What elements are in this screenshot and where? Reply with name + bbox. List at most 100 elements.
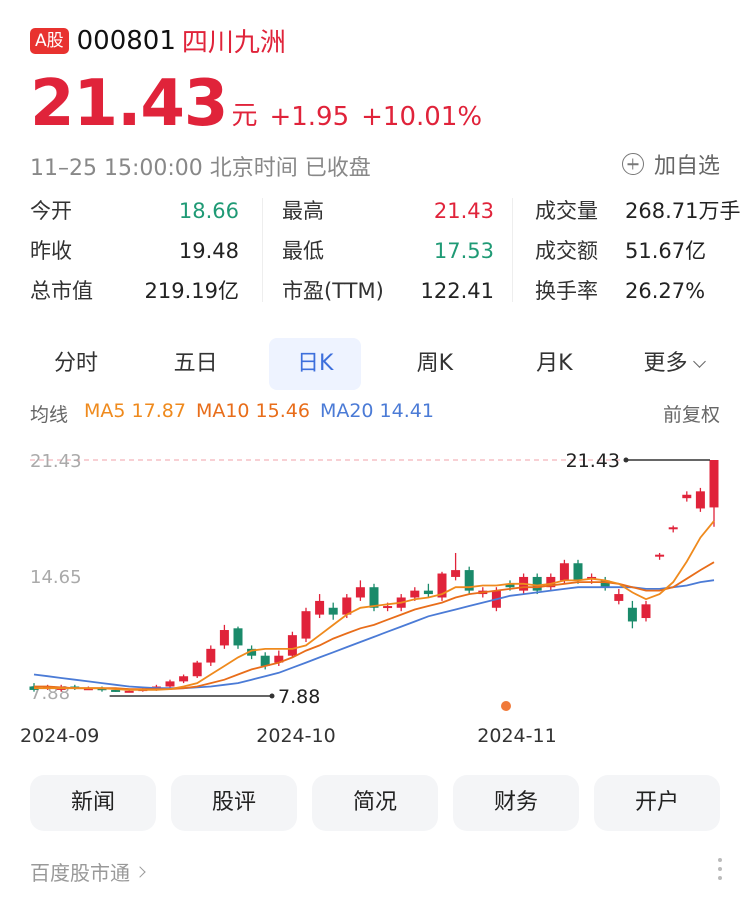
candle-body: [124, 690, 134, 693]
add-watchlist-button[interactable]: 加自选: [621, 148, 720, 180]
stat-item: 最高 21.43: [282, 196, 494, 226]
divider: [262, 198, 263, 302]
stat-value: 122.41: [420, 279, 494, 303]
footer-link[interactable]: 百度股市通: [30, 857, 146, 886]
candle-body: [600, 580, 610, 588]
footer-text: 百度股市通: [30, 861, 130, 885]
ma20-line: [33, 579, 715, 690]
candle-body: [192, 662, 202, 677]
candle-body: [165, 681, 175, 687]
candle-body: [342, 597, 352, 615]
candle-body: [695, 491, 705, 509]
candle-body: [111, 689, 121, 692]
stat-item: 换手率 26.27%: [535, 276, 745, 306]
nav-button-1[interactable]: 股评: [171, 775, 297, 831]
tab-3[interactable]: 周K: [416, 351, 453, 376]
candle-body: [97, 688, 107, 691]
candle-body: [451, 570, 461, 577]
candle-body: [532, 576, 542, 591]
more-icon[interactable]: [718, 858, 722, 882]
stat-value: 17.53: [433, 239, 494, 263]
candle-body: [233, 628, 243, 646]
candle-body: [355, 587, 365, 598]
stat-value: 26.27%: [625, 279, 706, 303]
tab-1[interactable]: 五日: [173, 351, 218, 376]
action-buttons: 新闻 股评 简况 财务 开户: [30, 775, 720, 831]
ma20-value: MA20 14.41: [319, 400, 434, 422]
stat-label: 最高: [282, 199, 324, 223]
candle-body: [179, 676, 189, 682]
nav-button-2[interactable]: 简况: [312, 775, 438, 831]
candle-body: [410, 590, 420, 598]
add-watchlist-label: 加自选: [653, 154, 720, 179]
candle-body: [559, 563, 569, 581]
candle-body: [328, 607, 338, 615]
stat-value: 268.71万手: [625, 199, 741, 223]
chevron-right-icon: [134, 865, 146, 878]
ma5-line: [34, 520, 715, 691]
candle-body: [641, 604, 651, 619]
candle-body: [464, 570, 474, 591]
nav-button-3[interactable]: 财务: [453, 775, 579, 831]
current-price: 21.43: [30, 67, 228, 141]
stock-code: 000801: [76, 25, 176, 56]
stat-label: 成交额: [535, 239, 598, 263]
low-marker-dot: [269, 693, 275, 699]
x-tick-label: 2024-11: [477, 725, 556, 747]
ma5-value: MA5 17.87: [84, 400, 186, 422]
stock-name: 四川九洲: [181, 28, 286, 58]
candle-body: [260, 655, 270, 666]
price-unit: 元: [231, 101, 258, 131]
event-dot: [501, 701, 511, 711]
candle-body: [274, 655, 284, 663]
candle-body: [655, 554, 665, 557]
candle-body: [206, 648, 216, 663]
stat-item: 总市值 219.19亿: [30, 276, 239, 306]
stat-value: 51.67亿: [625, 239, 707, 263]
ma10-value: MA10 15.46: [195, 400, 310, 422]
tab-4[interactable]: 月K: [536, 351, 573, 376]
stat-label: 市盈(TTM): [282, 279, 384, 303]
y-tick-label: 21.43: [30, 451, 82, 472]
tab-2[interactable]: 日K: [269, 338, 362, 390]
stat-item: 市盈(TTM) 122.41: [282, 276, 494, 306]
stat-label: 最低: [282, 239, 324, 263]
chevron-down-icon: [693, 355, 707, 368]
stat-label: 昨收: [30, 239, 72, 263]
candle-body: [709, 460, 719, 508]
y-tick-label: 14.65: [30, 567, 82, 588]
tab-0[interactable]: 分时: [53, 351, 98, 376]
price-change-pct: +10.01%: [361, 102, 483, 132]
candle-body: [437, 573, 447, 598]
x-tick-label: 2024-10: [256, 725, 335, 747]
adjust-mode-toggle[interactable]: 前复权: [662, 404, 720, 426]
divider: [512, 198, 513, 302]
market-badge: A股: [30, 27, 69, 54]
candle-body: [315, 600, 325, 615]
candle-body: [369, 587, 379, 608]
candle-body: [287, 635, 297, 656]
candle-body: [219, 630, 229, 646]
stat-item: 今开 18.66: [30, 196, 239, 226]
candle-body: [83, 688, 93, 691]
price-change: +1.95: [269, 102, 350, 132]
candle-body: [614, 594, 624, 601]
quote-row: 21.43 元 +1.95 +10.01%: [30, 72, 482, 136]
stat-value: 219.19亿: [144, 279, 239, 303]
stat-item: 成交量 268.71万手: [535, 196, 745, 226]
nav-button-4[interactable]: 开户: [594, 775, 720, 831]
stock-header: A股 000801 四川九洲: [30, 22, 286, 59]
stat-item: 昨收 19.48: [30, 236, 239, 266]
candle-body: [546, 576, 556, 588]
candle-body: [573, 563, 583, 581]
tab-5[interactable]: 更多: [628, 338, 720, 390]
stat-value: 21.43: [433, 199, 494, 223]
nav-button-0[interactable]: 新闻: [30, 775, 156, 831]
high-marker-label: 21.43: [566, 450, 620, 472]
candle-body: [301, 611, 311, 639]
stat-label: 今开: [30, 199, 72, 223]
candle-body: [383, 606, 393, 609]
candle-body: [668, 527, 678, 530]
low-marker-label: 7.88: [278, 686, 320, 708]
